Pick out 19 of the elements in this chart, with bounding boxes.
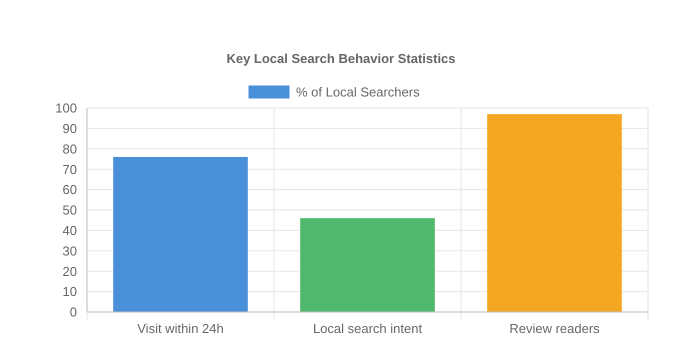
chart-title: Key Local Search Behavior Statistics (226, 51, 456, 66)
y-tick-label: 50 (62, 202, 77, 218)
y-tick-label: 80 (62, 141, 77, 156)
x-tick-label: Review readers (509, 321, 600, 336)
y-tick-label: 70 (62, 162, 77, 177)
y-tick-label: 0 (70, 304, 77, 320)
legend-label: % of Local Searchers (296, 84, 420, 100)
y-tick-label: 40 (62, 222, 77, 238)
x-tick-label: Visit within 24h (137, 321, 224, 336)
x-tick-label: Local search intent (312, 321, 422, 336)
y-tick-label: 100 (55, 100, 77, 116)
bar (113, 156, 248, 312)
y-tick-label: 20 (62, 264, 77, 279)
y-tick-label: 60 (62, 182, 77, 198)
y-tick-label: 30 (62, 243, 77, 258)
bar (300, 218, 435, 312)
bar (487, 114, 622, 312)
y-tick-label: 90 (62, 120, 77, 136)
y-tick-label: 10 (62, 284, 77, 300)
